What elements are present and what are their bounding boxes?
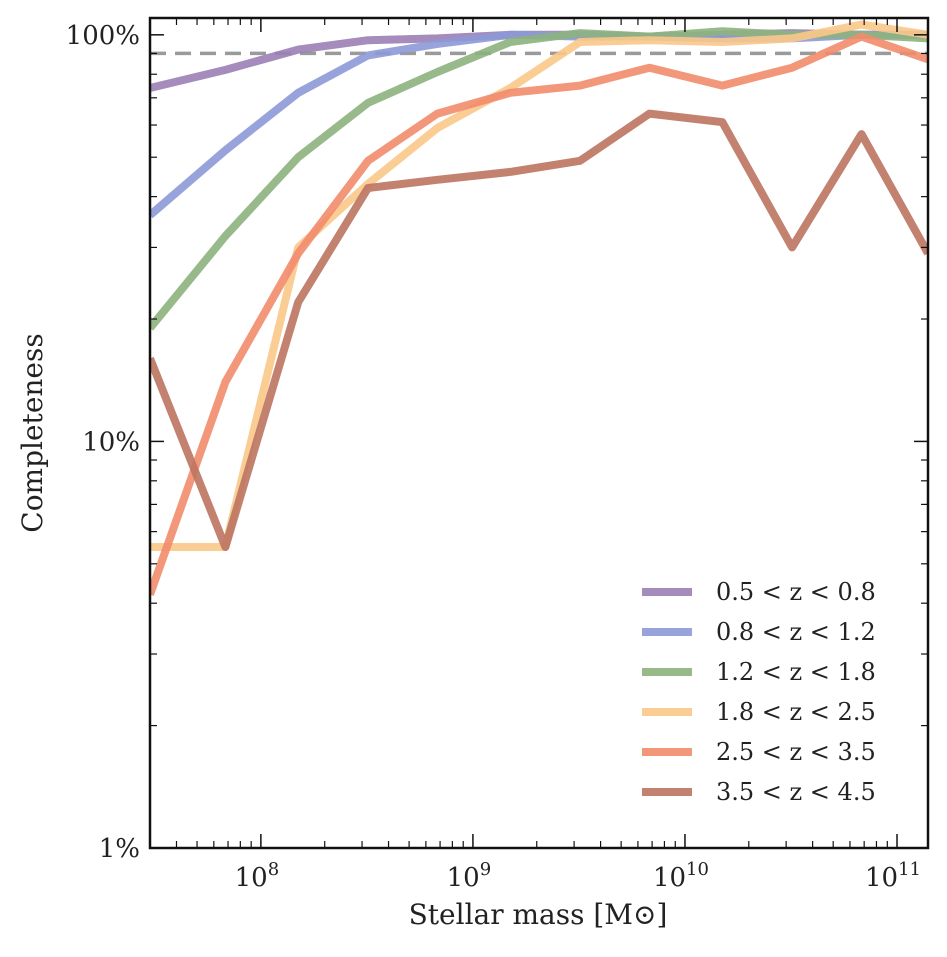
- x-tick-label: 1010: [653, 859, 709, 893]
- legend-label-1: 0.5 < z < 0.8: [716, 578, 876, 606]
- legend-label-4: 1.8 < z < 2.5: [716, 698, 876, 726]
- x-tick-label: 1011: [865, 859, 921, 893]
- legend: 0.5 < z < 0.8 0.8 < z < 1.2 1.2 < z < 1.8 1…: [642, 578, 876, 806]
- legend-label-5: 2.5 < z < 3.5: [716, 738, 876, 766]
- legend-label-6: 3.5 < z < 4.5: [716, 778, 876, 806]
- y-tick-label: 1%: [99, 834, 140, 864]
- x-tick-label-base: 10: [447, 863, 480, 893]
- series-line-4: [150, 20, 928, 551]
- y-tick-label: 100%: [66, 21, 140, 51]
- y-axis-title: Completeness: [16, 333, 49, 532]
- x-tick-label-base: 10: [235, 863, 268, 893]
- x-tick-label-base: 10: [865, 863, 898, 893]
- series-line-3: [150, 27, 928, 331]
- plot-frame-rect: [148, 16, 930, 850]
- x-tick-label: 109: [447, 859, 492, 893]
- plot-frame: [148, 16, 930, 850]
- series-layer: [150, 20, 928, 596]
- legend-label-3: 1.2 < z < 1.8: [716, 658, 876, 686]
- series-line-6: [150, 109, 928, 551]
- x-axis-title: Stellar mass [M⊙]: [409, 898, 668, 931]
- x-tick-label: 108: [235, 859, 280, 893]
- x-tick-label-exponent: 9: [480, 859, 491, 880]
- x-tick-label-base: 10: [653, 863, 686, 893]
- x-tick-label-exponent: 8: [268, 859, 279, 880]
- x-tick-label-exponent: 10: [686, 859, 709, 880]
- series-line-5: [150, 32, 928, 596]
- y-tick-label: 10%: [82, 427, 140, 457]
- x-tick-label-exponent: 11: [898, 859, 921, 880]
- legend-label-2: 0.8 < z < 1.2: [716, 618, 876, 646]
